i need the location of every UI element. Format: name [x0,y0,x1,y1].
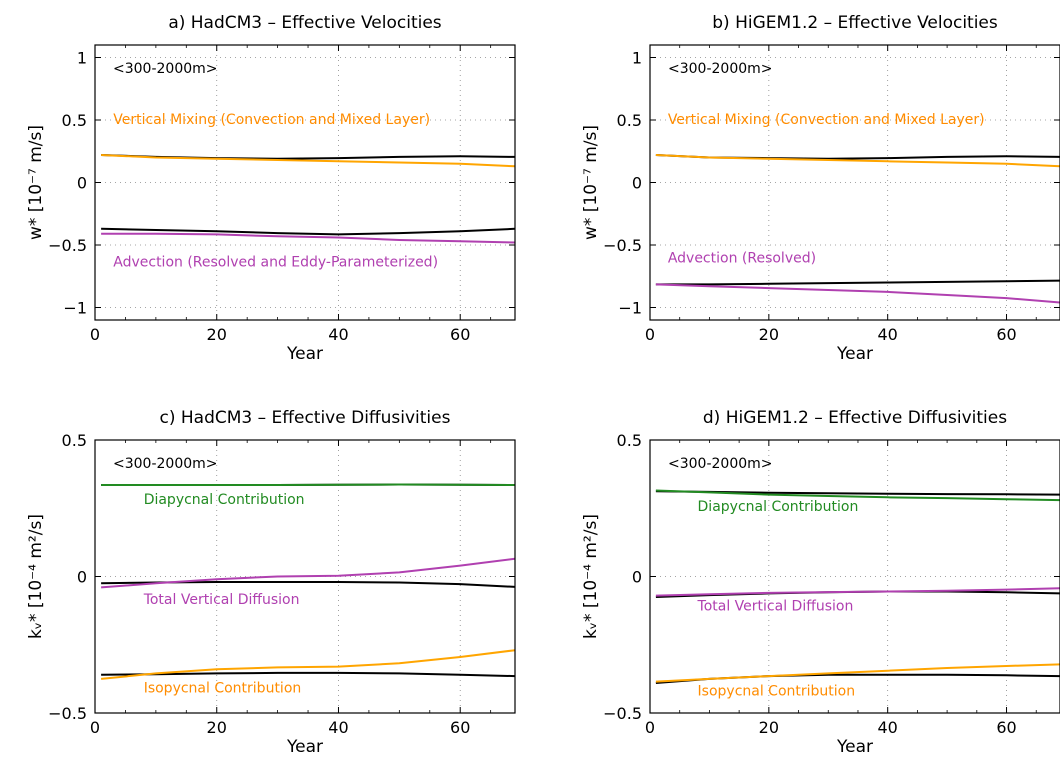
y-tick-label: 0.5 [62,431,87,450]
chart-title: c) HadCM3 – Effective Diffusivities [160,408,451,428]
x-axis-label: Year [286,344,323,364]
y-tick-label: −0.5 [603,704,642,723]
series-annotation: Total Vertical Diffusion [143,592,300,608]
series-line-1 [655,154,1060,168]
y-tick-label: −0.5 [48,236,87,255]
y-tick-label: −1 [618,299,642,318]
x-tick-label: 0 [645,325,655,344]
x-tick-label: 20 [207,325,227,344]
x-tick-label: 0 [645,718,655,737]
series-annotation: Total Vertical Diffusion [697,599,854,615]
x-tick-label: 40 [878,718,898,737]
y-tick-label: 0 [77,568,87,587]
series-line-3 [655,587,1060,597]
y-tick-label: 1 [632,49,642,68]
x-tick-label: 0 [90,718,100,737]
y-tick-label: 0 [632,174,642,193]
series-annotation: Vertical Mixing (Convection and Mixed La… [113,112,430,128]
y-axis-label: w* [10⁻⁷ m/s] [26,125,46,240]
series-annotation: Advection (Resolved) [668,251,816,267]
x-tick-label: 40 [878,325,898,344]
x-tick-label: 60 [450,325,470,344]
series-annotation: Isopycnal Contribution [144,681,302,697]
x-axis-label: Year [836,737,873,757]
series-line-3 [101,557,516,589]
region-label: <300-2000m> [113,456,218,472]
series-line-2 [655,279,1060,286]
y-tick-label: −0.5 [48,704,87,723]
panel-a: 0 20 40 60 1 0.5 0 −0.5 −1 a) HadCM3 – Effective … [26,13,516,364]
x-axis-label: Year [836,344,873,364]
x-tick-label: 60 [996,718,1016,737]
x-tick-label: 40 [328,718,348,737]
panel-b: 0 20 40 60 1 0.5 0 −0.5 −1 b) HiGEM1.2 – Effectiv… [581,13,1060,364]
series-line-4 [101,671,516,678]
y-tick-label: 0 [632,568,642,587]
y-tick-label: 0.5 [62,111,87,130]
region-label: <300-2000m> [113,61,218,77]
series-annotation: Isopycnal Contribution [698,683,856,699]
series-line-2 [101,227,516,236]
x-tick-label: 20 [759,325,779,344]
chart-title: b) HiGEM1.2 – Effective Velocities [712,13,998,33]
region-label: <300-2000m> [668,61,773,77]
y-tick-label: 0.5 [617,431,642,450]
series-annotation: Diapycnal Contribution [698,499,859,515]
x-axis-label: Year [286,737,323,757]
series-annotation: Diapycnal Contribution [144,492,305,508]
panel-d: 0 20 40 600.50−0.5d) HiGEM1.2 – Effective D… [581,408,1060,757]
y-tick-label: −1 [63,299,87,318]
series-line-5 [655,663,1060,683]
y-tick-label: 1 [77,49,87,68]
chart-title: d) HiGEM1.2 – Effective Diffusivities [703,408,1007,428]
series-line-3 [655,283,1060,304]
series-line-1 [655,489,1060,502]
x-tick-label: 20 [759,718,779,737]
x-tick-label: 0 [90,325,100,344]
series-annotation: Advection (Resolved and Eddy-Parameteriz… [113,254,438,270]
series-line-3 [101,232,516,244]
y-axis-label: kᵥ* [10⁻⁴ m²/s] [581,514,601,639]
x-tick-label: 60 [450,718,470,737]
chart-title: a) HadCM3 – Effective Velocities [168,13,441,33]
y-tick-label: −0.5 [603,236,642,255]
panel-c: 0 20 40 600.50−0.5c) HadCM3 – Effective Dif… [26,408,516,757]
x-tick-label: 60 [996,325,1016,344]
x-tick-label: 20 [207,718,227,737]
series-line-1 [101,154,516,168]
y-axis-label: w* [10⁻⁷ m/s] [581,125,601,240]
y-tick-label: 0.5 [617,111,642,130]
x-tick-label: 40 [328,325,348,344]
y-axis-label: kᵥ* [10⁻⁴ m²/s] [26,514,46,639]
series-line-1 [101,483,516,486]
series-annotation: Vertical Mixing (Convection and Mixed La… [668,112,985,128]
region-label: <300-2000m> [668,456,773,472]
series-line-5 [101,649,516,680]
y-tick-label: 0 [77,174,87,193]
